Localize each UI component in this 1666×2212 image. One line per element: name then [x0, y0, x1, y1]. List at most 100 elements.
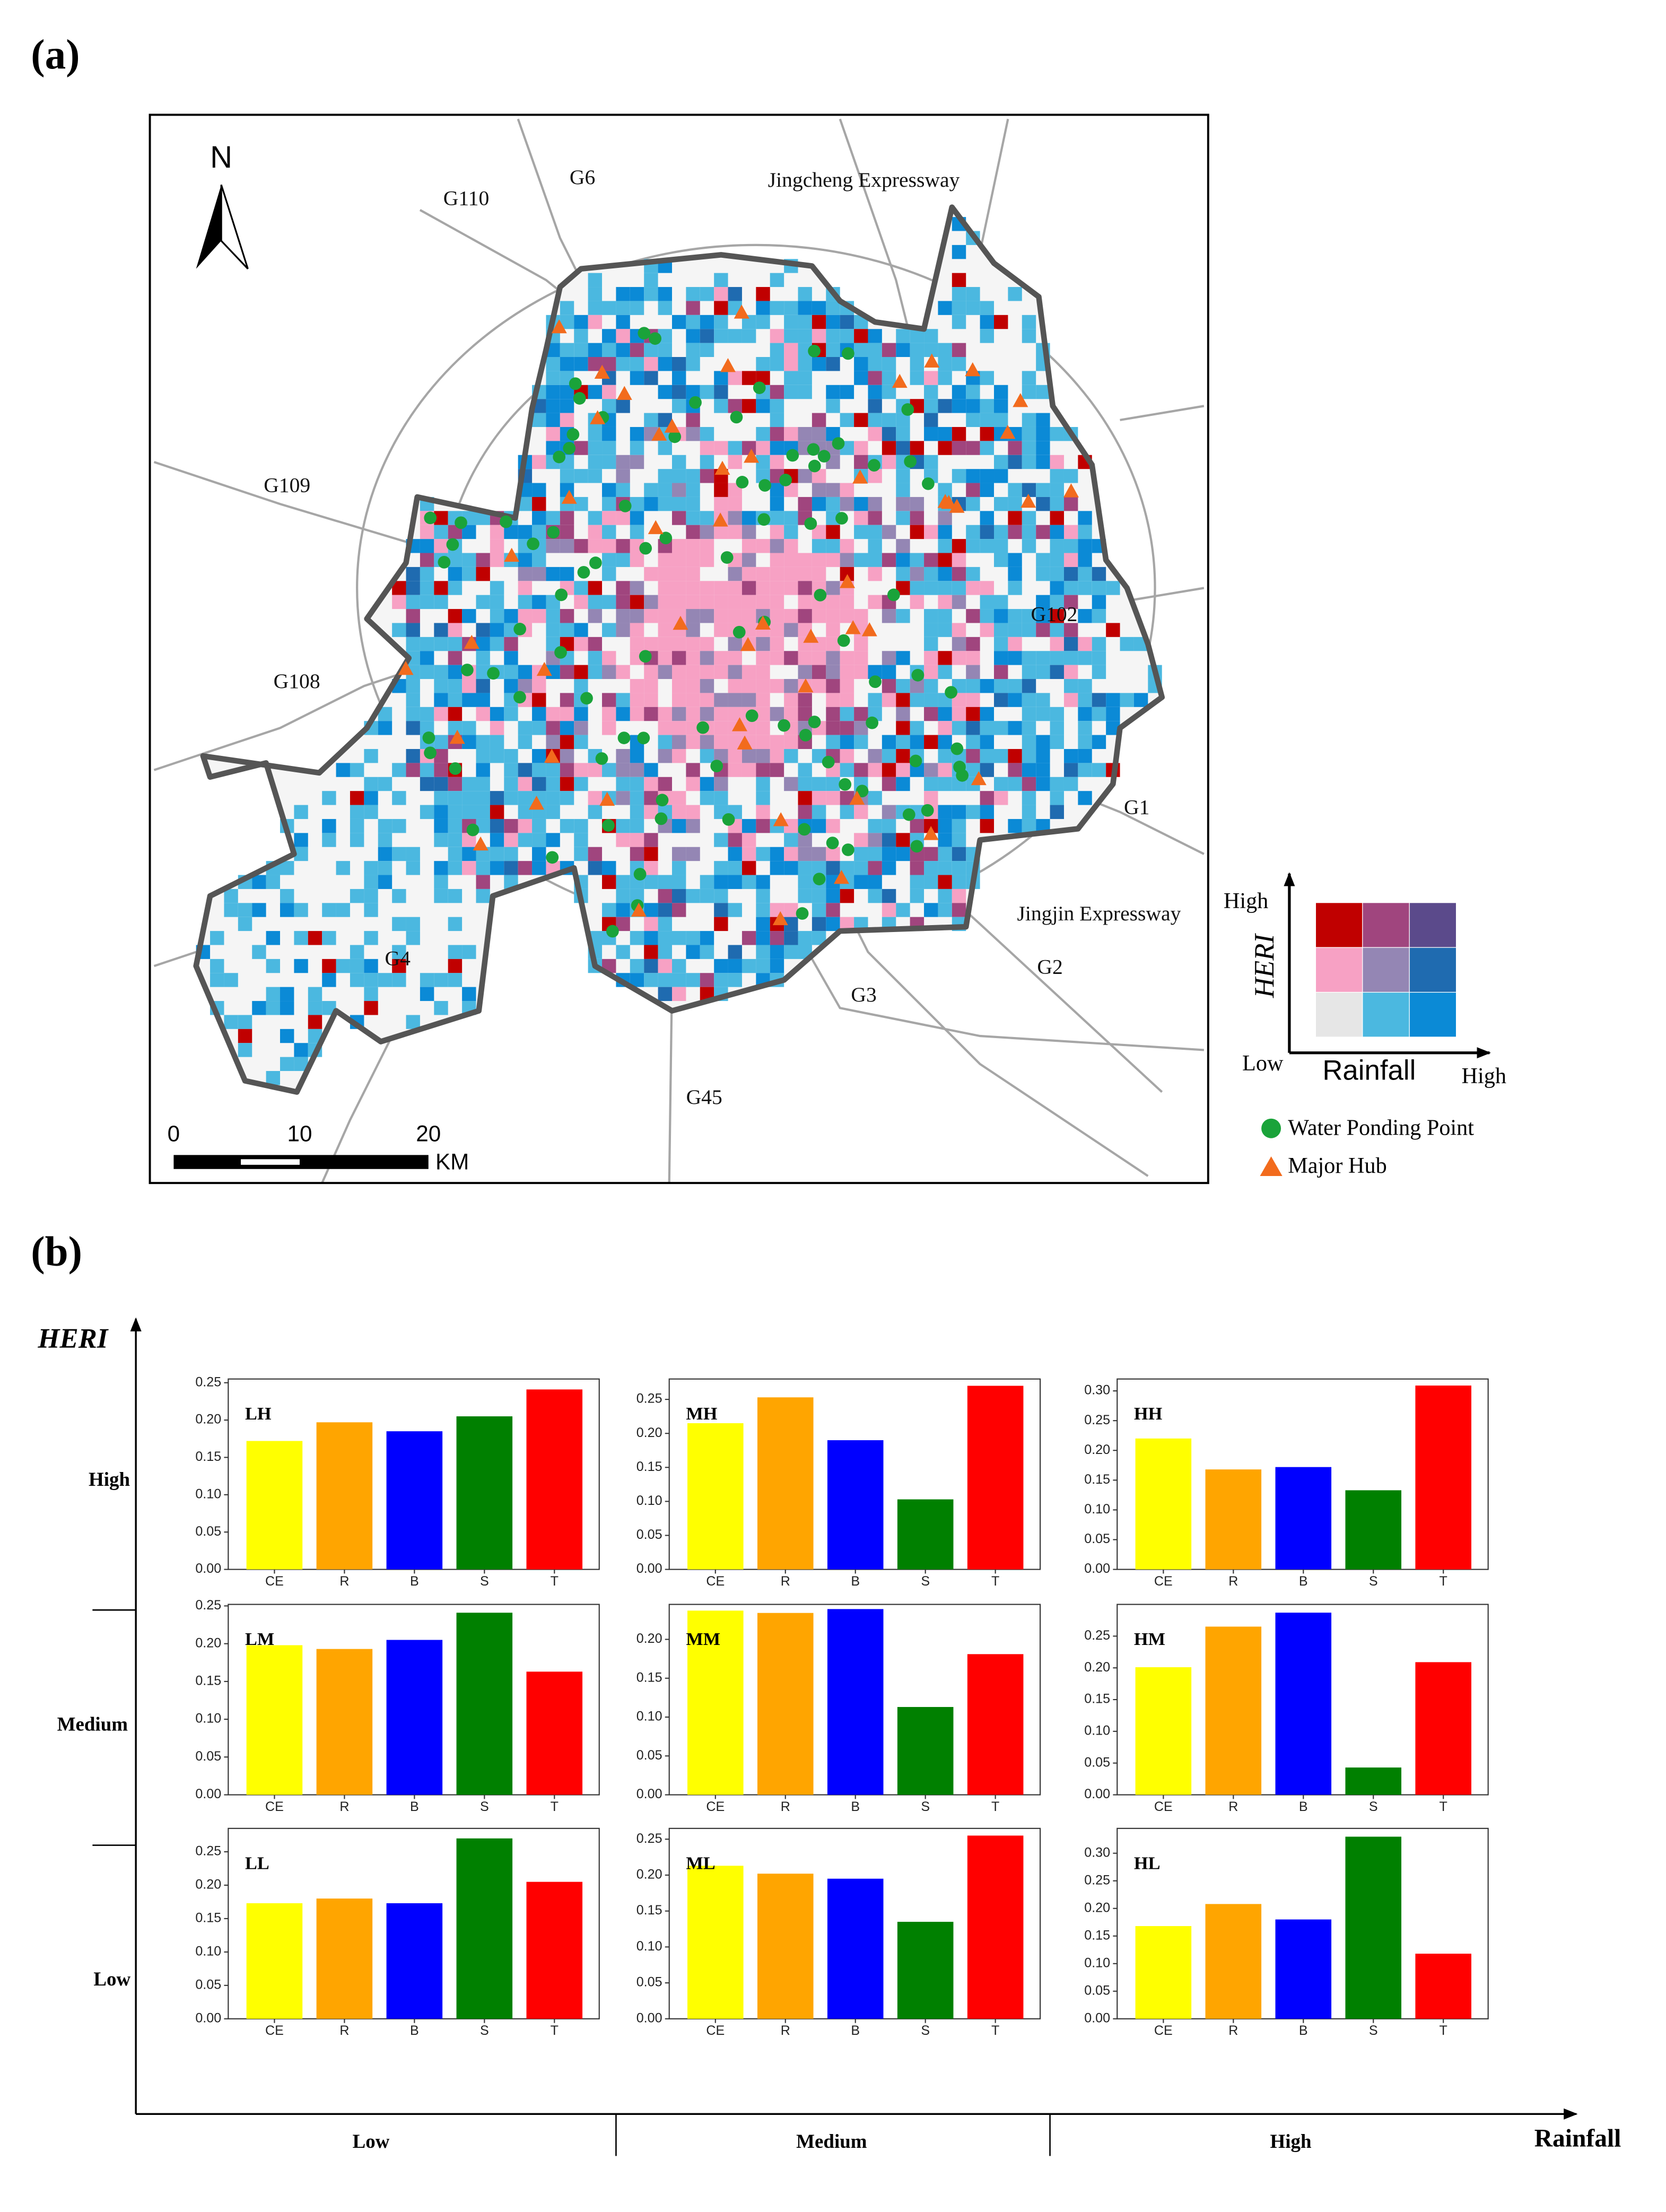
risk-cell [896, 441, 910, 455]
risk-cell [798, 805, 812, 819]
risk-cell [406, 679, 420, 693]
risk-cell [364, 861, 378, 875]
risk-cell [671, 707, 686, 721]
risk-cell [1050, 567, 1064, 581]
bar [897, 1921, 954, 2019]
risk-cell [882, 889, 896, 903]
legend-cell [1409, 992, 1456, 1037]
risk-cell [896, 651, 910, 665]
risk-cell [896, 483, 910, 497]
risk-cell [308, 987, 322, 1002]
risk-cell [840, 748, 854, 763]
risk-cell [868, 875, 882, 889]
risk-cell [560, 623, 574, 637]
risk-cell [770, 651, 784, 665]
water-ponding-point [554, 646, 567, 659]
risk-cell [980, 748, 995, 763]
risk-cell [602, 399, 616, 413]
risk-cell [1036, 483, 1050, 497]
risk-cell [406, 637, 420, 651]
risk-cell [364, 791, 378, 805]
x-tick-label: S [921, 1574, 930, 1589]
x-tick-label: R [339, 1574, 349, 1589]
risk-cell [1078, 539, 1092, 553]
major-hub [648, 520, 664, 534]
risk-cell [980, 301, 995, 315]
risk-cell [616, 595, 630, 609]
risk-cell [490, 847, 504, 861]
risk-cell [994, 665, 1008, 680]
water-ponding-point [637, 731, 650, 745]
x-tick-label: CE [706, 1799, 725, 1814]
risk-cell [588, 609, 603, 623]
water-ponding-point [887, 588, 900, 602]
risk-cell [952, 721, 966, 735]
risk-cell [714, 889, 728, 903]
major-hub [473, 836, 489, 851]
x-tick-label: R [781, 2023, 790, 2038]
x-tick-label: R [1228, 1574, 1238, 1589]
y-tick-label: 0.00 [1084, 1561, 1110, 1576]
risk-cell [840, 595, 854, 609]
risk-cell [1022, 426, 1036, 441]
y-tick-label: 0.10 [636, 1493, 662, 1508]
risk-cell [1008, 623, 1022, 637]
risk-cell [671, 455, 686, 469]
risk-cell [994, 651, 1008, 665]
water-ponding-point [668, 430, 682, 443]
panel-label: (b) [31, 1229, 82, 1275]
risk-cell [756, 637, 770, 651]
risk-cell [630, 553, 644, 567]
x-tick-label: R [339, 1799, 349, 1814]
water-ponding-point [617, 731, 631, 744]
bar [757, 1874, 814, 2019]
risk-cell [476, 763, 490, 777]
risk-cell [658, 623, 672, 637]
risk-cell [420, 777, 434, 791]
risk-cell [980, 329, 995, 343]
risk-cell [980, 511, 995, 525]
water-ponding-point [841, 347, 854, 360]
y-tick-label: 0.05 [636, 1975, 662, 1990]
risk-cell [476, 889, 490, 903]
risk-cell [616, 539, 630, 553]
risk-cell [714, 777, 728, 791]
risk-cell [448, 833, 463, 847]
x-tick-label: B [851, 1574, 860, 1589]
water-ponding-point [527, 537, 539, 551]
risk-cell [938, 441, 952, 455]
risk-cell [882, 609, 896, 623]
risk-cell [420, 567, 434, 581]
y-tick-label: 0.10 [1084, 1723, 1110, 1738]
risk-cell [434, 707, 448, 721]
risk-cell [616, 903, 630, 917]
risk-cell [616, 357, 630, 371]
risk-cell [994, 609, 1008, 623]
y-tick-label: 0.25 [636, 1831, 662, 1846]
y-tick-label: 0.20 [1084, 1660, 1110, 1675]
risk-cell [392, 959, 406, 973]
y-tick-label: 0.20 [636, 1631, 662, 1646]
risk-cell [910, 511, 924, 525]
chart-label: HM [1134, 1629, 1165, 1649]
major-hub [714, 460, 730, 475]
risk-cell [546, 623, 560, 637]
risk-cell [938, 357, 952, 371]
risk-cell [700, 651, 714, 665]
risk-cell [784, 553, 798, 567]
risk-cell [700, 609, 714, 623]
risk-cell [854, 847, 868, 861]
risk-cell [1050, 609, 1064, 623]
risk-cell [210, 959, 224, 973]
x-tick-label: T [991, 2023, 999, 2038]
risk-cell [476, 735, 490, 749]
risk-cell [560, 525, 574, 539]
risk-cell [910, 357, 924, 371]
risk-cell [980, 539, 995, 553]
water-ponding-point [921, 804, 934, 817]
risk-cell [826, 679, 840, 693]
risk-cell [1022, 413, 1036, 427]
risk-cell [952, 595, 966, 609]
risk-cell [644, 791, 658, 805]
water-ponding-point [553, 450, 566, 464]
